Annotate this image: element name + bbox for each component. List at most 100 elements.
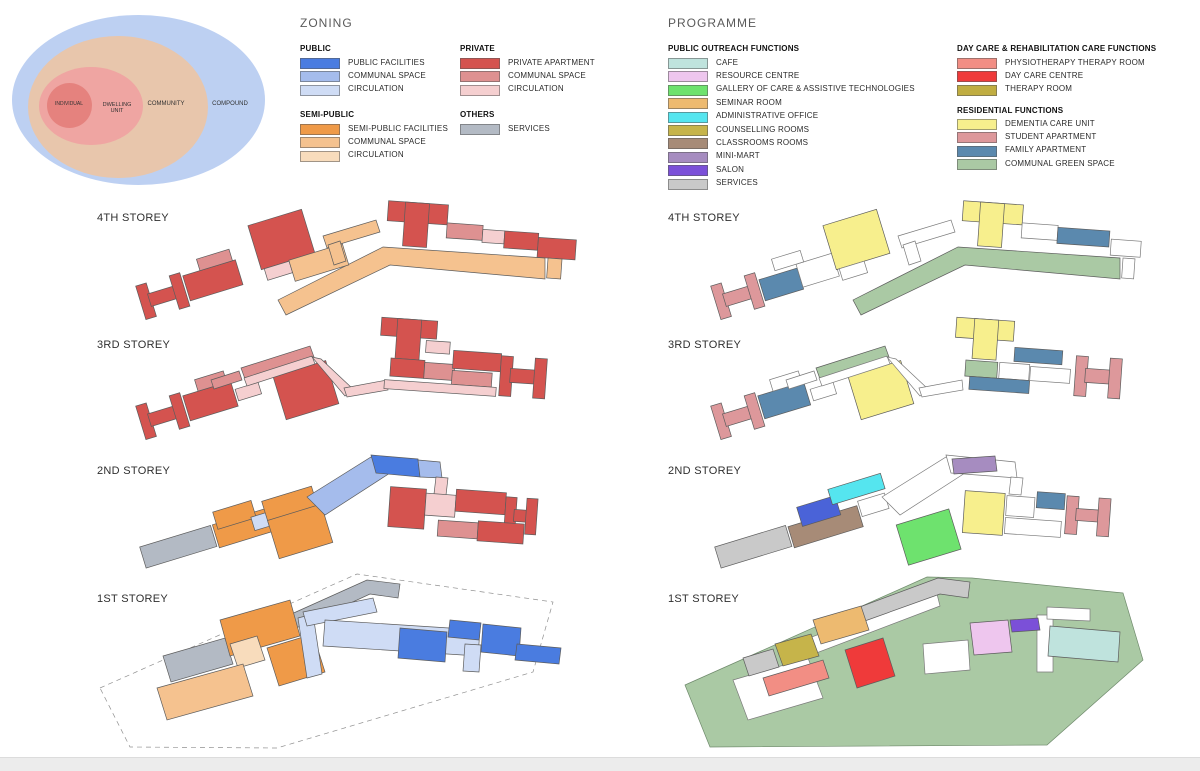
plan-zone xyxy=(812,605,870,645)
plan-zone xyxy=(532,357,548,400)
legend-swatch xyxy=(300,137,340,149)
nested-scale-venn-diagram: INDIVIDUAL DWELLING UNIT COMMUNITY COMPOUND xyxy=(0,0,280,195)
plan-zone xyxy=(1035,491,1066,510)
floor-plan-programme-4th xyxy=(710,200,1142,321)
legend-item-label: GALLERY OF CARE & ASSISTIVE TECHNOLOGIES xyxy=(716,84,915,94)
legend-swatch xyxy=(668,138,708,150)
plan-zone xyxy=(425,340,451,355)
legend-item-label: STUDENT APARTMENT xyxy=(1005,131,1097,141)
legend-swatch xyxy=(300,124,340,135)
plan-zone xyxy=(1107,357,1123,400)
storey-label-zoning-4: 4TH STOREY xyxy=(97,212,169,224)
plan-zone xyxy=(1096,497,1112,538)
plan-zone xyxy=(417,459,443,479)
storey-label-programme-4: 4TH STOREY xyxy=(668,212,740,224)
plan-zone xyxy=(815,345,890,380)
plan-zone xyxy=(1020,222,1059,241)
plan-zone xyxy=(387,486,427,530)
plan-zone xyxy=(1029,366,1071,384)
plan-zone xyxy=(476,520,525,545)
legend-item-label: RESOURCE CENTRE xyxy=(716,70,800,80)
plan-zone xyxy=(968,375,1031,394)
floor-plan-programme-1st xyxy=(684,576,1144,748)
plan-wing xyxy=(139,485,334,569)
plan-zone xyxy=(536,236,577,261)
plan-zone xyxy=(838,260,869,281)
legend-item-label: DEMENTIA CARE UNIT xyxy=(1005,118,1095,128)
plan-zone xyxy=(969,619,1013,656)
legend-swatch xyxy=(460,71,500,83)
plan-zone xyxy=(922,639,971,675)
plan-zone xyxy=(1046,606,1091,622)
legend-group-header: OTHERS xyxy=(460,110,495,119)
legend-item-label: CAFE xyxy=(716,57,739,67)
plan-wing xyxy=(380,316,548,400)
plan-zone xyxy=(1056,227,1111,248)
plan-zone xyxy=(844,637,896,689)
plan-zone xyxy=(897,219,956,249)
plan-zone xyxy=(243,355,316,387)
plan-wing xyxy=(955,316,1123,400)
legend-swatch xyxy=(668,111,708,123)
plan-zone xyxy=(951,455,998,475)
legend-item-label: SALON xyxy=(716,164,745,174)
storey-label-zoning-2: 2ND STOREY xyxy=(97,465,171,477)
plan-zone xyxy=(99,573,554,749)
plan-zone xyxy=(961,490,1006,536)
legend-swatch xyxy=(668,71,708,83)
plan-zone xyxy=(818,355,891,387)
legend-item-label: COMMUNAL SPACE xyxy=(508,70,586,80)
plan-zone xyxy=(827,472,886,506)
plan-zone xyxy=(895,508,962,566)
plan-zone xyxy=(977,201,1005,248)
legend-item-label: PHYSIOTHERAPY THERAPY ROOM xyxy=(1005,57,1145,67)
floor-plan-zoning-2nd xyxy=(139,454,539,569)
legend-item-label: COMMUNAL SPACE xyxy=(348,70,426,80)
legend-swatch xyxy=(668,151,708,163)
plan-zone xyxy=(1075,508,1101,523)
venn-label: INDIVIDUAL xyxy=(54,101,84,107)
legend-item-label: PUBLIC FACILITIES xyxy=(348,57,425,67)
plan-zone xyxy=(277,246,546,316)
plan-zone xyxy=(503,230,540,251)
legend-swatch xyxy=(300,150,340,162)
legend-item-label: THERAPY ROOM xyxy=(1005,84,1073,94)
plan-wing xyxy=(961,490,1112,538)
legend-swatch xyxy=(668,125,708,136)
plan-zone xyxy=(714,524,793,569)
plan-zone xyxy=(302,597,378,627)
plan-zone xyxy=(424,492,457,518)
plan-zone xyxy=(758,267,805,302)
legend-swatch xyxy=(668,98,708,110)
storey-label-programme-3: 3RD STOREY xyxy=(668,339,742,351)
plan-zone xyxy=(1008,476,1024,496)
legend-group-header: PUBLIC xyxy=(300,44,331,53)
plan-zone xyxy=(267,503,334,560)
plan-zone xyxy=(1121,257,1136,280)
plan-zone xyxy=(1009,617,1041,633)
plan-zone xyxy=(139,524,218,569)
plan-zone xyxy=(1013,347,1064,366)
plan-zone xyxy=(971,318,1000,361)
legend-item-label: COUNSELLING ROOMS xyxy=(716,124,810,134)
legend-swatch xyxy=(957,84,997,96)
plan-zone xyxy=(743,272,766,310)
plan-zone xyxy=(785,370,818,390)
plan-zone xyxy=(168,272,191,310)
plan-zone xyxy=(383,379,497,397)
plan-wing xyxy=(387,486,539,545)
plan-zone xyxy=(852,246,1121,316)
plan-zone xyxy=(327,240,347,266)
plan-zone xyxy=(436,519,479,540)
plan-zone xyxy=(480,623,522,657)
plan-zone xyxy=(162,637,234,683)
legend-swatch xyxy=(957,132,997,144)
plan-wing xyxy=(135,360,340,441)
storey-label-programme-2: 2ND STOREY xyxy=(668,465,742,477)
legend-swatch xyxy=(668,178,708,190)
legend-item-label: MINI-MART xyxy=(716,151,760,161)
legend-item-label: SERVICES xyxy=(508,123,550,133)
plan-zone xyxy=(524,497,539,536)
legend-swatch xyxy=(460,84,500,96)
